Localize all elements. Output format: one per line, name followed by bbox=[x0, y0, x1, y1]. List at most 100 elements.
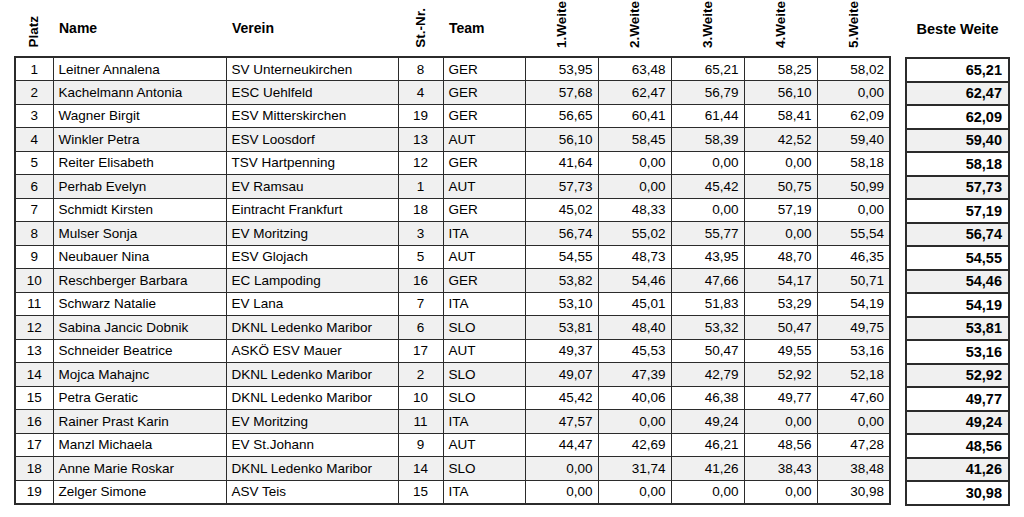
platz-cell: 6 bbox=[15, 175, 53, 199]
beste-weite-cell: 54,46 bbox=[906, 270, 1009, 294]
table-row: 11Schwarz NatalieEV Lana7ITA53,1045,0151… bbox=[15, 292, 890, 316]
table-row: 13Schneider BeatriceASKÖ ESV Mauer17AUT4… bbox=[15, 339, 890, 363]
stnr-cell: 11 bbox=[398, 410, 443, 434]
beste-weite-row: 53,81 bbox=[906, 317, 1009, 341]
platz-cell: 10 bbox=[15, 269, 53, 293]
weite-5-cell: 50,99 bbox=[817, 175, 890, 199]
beste-weite-cell: 48,56 bbox=[906, 434, 1009, 458]
weite-4-cell: 53,29 bbox=[744, 292, 817, 316]
weite-5-cell: 59,40 bbox=[817, 128, 890, 152]
weite-5-cell: 62,09 bbox=[817, 104, 890, 128]
table-row: 4Winkler PetraESV Loosdorf13AUT56,1058,4… bbox=[15, 128, 890, 152]
name-cell: Sabina Jancic Dobnik bbox=[53, 316, 226, 340]
name-cell: Manzl Michaela bbox=[53, 433, 226, 457]
beste-weite-cell: 53,81 bbox=[906, 317, 1009, 341]
platz-cell: 12 bbox=[15, 316, 53, 340]
platz-cell: 17 bbox=[15, 433, 53, 457]
platz-cell: 18 bbox=[15, 457, 53, 481]
weite-2-cell: 45,53 bbox=[598, 339, 671, 363]
verein-cell: TSV Hartpenning bbox=[226, 151, 398, 175]
weite-2-cell: 31,74 bbox=[598, 457, 671, 481]
platz-cell: 1 bbox=[15, 57, 53, 81]
verein-cell: ESV Mitterskirchen bbox=[226, 104, 398, 128]
weite-3-cell: 61,44 bbox=[671, 104, 744, 128]
team-cell: GER bbox=[443, 198, 525, 222]
weite-5-cell: 53,16 bbox=[817, 339, 890, 363]
verein-cell: DKNL Ledenko Maribor bbox=[226, 457, 398, 481]
weite-1-cell: 54,55 bbox=[525, 245, 598, 269]
stnr-cell: 17 bbox=[398, 339, 443, 363]
team-cell: GER bbox=[443, 81, 525, 105]
weite-5-cell: 54,19 bbox=[817, 292, 890, 316]
weite-1-cell: 44,47 bbox=[525, 433, 598, 457]
weite-3-cell: 55,77 bbox=[671, 222, 744, 246]
table-row: 15Petra GeraticDKNL Ledenko Maribor10SLO… bbox=[15, 386, 890, 410]
weite-5-cell: 58,02 bbox=[817, 57, 890, 81]
stnr-cell: 6 bbox=[398, 316, 443, 340]
header-name: Name bbox=[53, 0, 226, 57]
platz-cell: 16 bbox=[15, 410, 53, 434]
weite-1-cell: 0,00 bbox=[525, 480, 598, 504]
name-cell: Reschberger Barbara bbox=[53, 269, 226, 293]
name-cell: Perhab Evelyn bbox=[53, 175, 226, 199]
weite-3-cell: 56,79 bbox=[671, 81, 744, 105]
verein-cell: EV Ramsau bbox=[226, 175, 398, 199]
weite-1-cell: 45,02 bbox=[525, 198, 598, 222]
weite-2-cell: 47,39 bbox=[598, 363, 671, 387]
weite-3-cell: 47,66 bbox=[671, 269, 744, 293]
beste-weite-table: 65,2162,4762,0959,4058,1857,7357,1956,74… bbox=[905, 57, 1010, 506]
weite-1-cell: 49,37 bbox=[525, 339, 598, 363]
verein-cell: DKNL Ledenko Maribor bbox=[226, 386, 398, 410]
weite-3-cell: 41,26 bbox=[671, 457, 744, 481]
verein-cell: Eintracht Frankfurt bbox=[226, 198, 398, 222]
weite-1-cell: 45,42 bbox=[525, 386, 598, 410]
weite-4-cell: 48,56 bbox=[744, 433, 817, 457]
weite-3-cell: 0,00 bbox=[671, 198, 744, 222]
weite-4-cell: 0,00 bbox=[744, 222, 817, 246]
weite-3-cell: 46,38 bbox=[671, 386, 744, 410]
beste-weite-row: 53,16 bbox=[906, 340, 1009, 364]
beste-tbody: 65,2162,4762,0959,4058,1857,7357,1956,74… bbox=[906, 58, 1009, 505]
table-row: 16Rainer Prast KarinEV Moritzing11ITA47,… bbox=[15, 410, 890, 434]
platz-cell: 11 bbox=[15, 292, 53, 316]
beste-weite-row: 62,09 bbox=[906, 105, 1009, 129]
name-cell: Leitner Annalena bbox=[53, 57, 226, 81]
weite-2-cell: 0,00 bbox=[598, 480, 671, 504]
beste-weite-row: 58,18 bbox=[906, 152, 1009, 176]
verein-cell: ESV Loosdorf bbox=[226, 128, 398, 152]
weite-2-cell: 48,33 bbox=[598, 198, 671, 222]
weite-5-cell: 30,98 bbox=[817, 480, 890, 504]
team-cell: ITA bbox=[443, 410, 525, 434]
table-row: 6Perhab EvelynEV Ramsau1AUT57,730,0045,4… bbox=[15, 175, 890, 199]
header-team: Team bbox=[443, 0, 525, 57]
team-cell: AUT bbox=[443, 175, 525, 199]
table-row: 3Wagner BirgitESV Mitterskirchen19GER56,… bbox=[15, 104, 890, 128]
weite-4-cell: 54,17 bbox=[744, 269, 817, 293]
weite-4-cell: 56,10 bbox=[744, 81, 817, 105]
header-weite-4: 4.Weite bbox=[744, 0, 817, 57]
platz-cell: 3 bbox=[15, 104, 53, 128]
stnr-cell: 3 bbox=[398, 222, 443, 246]
team-cell: AUT bbox=[443, 339, 525, 363]
platz-cell: 2 bbox=[15, 81, 53, 105]
results-tbody: 1Leitner AnnalenaSV Unterneukirchen8GER5… bbox=[15, 57, 890, 504]
name-cell: Schmidt Kirsten bbox=[53, 198, 226, 222]
weite-2-cell: 48,40 bbox=[598, 316, 671, 340]
results-page: Platz Name Verein St.-Nr. Team 1.Weite 2… bbox=[0, 0, 1024, 517]
beste-weite-cell: 30,98 bbox=[906, 481, 1009, 505]
team-cell: ITA bbox=[443, 222, 525, 246]
weite-4-cell: 58,25 bbox=[744, 57, 817, 81]
weite-5-cell: 50,71 bbox=[817, 269, 890, 293]
verein-cell: ESC Uehlfeld bbox=[226, 81, 398, 105]
stnr-cell: 18 bbox=[398, 198, 443, 222]
stnr-cell: 10 bbox=[398, 386, 443, 410]
name-cell: Zelger Simone bbox=[53, 480, 226, 504]
name-cell: Kachelmann Antonia bbox=[53, 81, 226, 105]
platz-cell: 15 bbox=[15, 386, 53, 410]
weite-4-cell: 0,00 bbox=[744, 151, 817, 175]
weite-2-cell: 62,47 bbox=[598, 81, 671, 105]
team-cell: GER bbox=[443, 104, 525, 128]
name-cell: Petra Geratic bbox=[53, 386, 226, 410]
verein-cell: DKNL Ledenko Maribor bbox=[226, 316, 398, 340]
beste-weite-cell: 58,18 bbox=[906, 152, 1009, 176]
